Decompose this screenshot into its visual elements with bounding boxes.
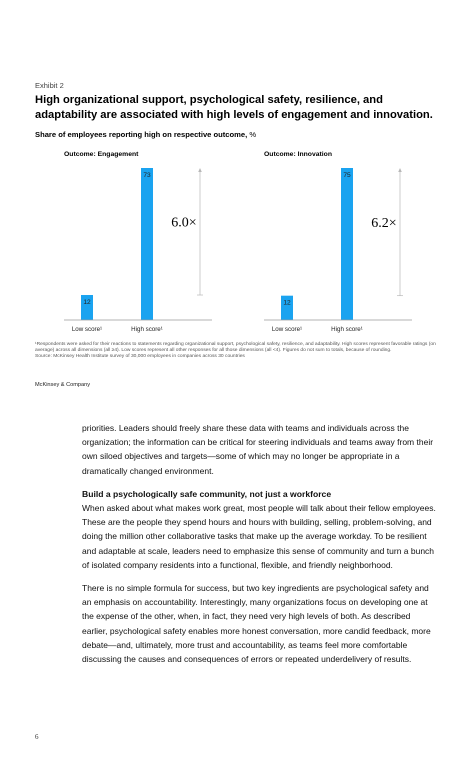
charts-area: Outcome: Engagement 12 Low score¹ 73 High sc… (64, 151, 412, 333)
footnote-note: ¹Respondents were asked for their reacti… (35, 342, 436, 353)
bar-innovation-high (341, 168, 353, 320)
chart-subtitle: Share of employees reporting high on res… (35, 130, 256, 139)
bar-value-innovation-high: 75 (343, 172, 351, 179)
chart-title-innovation: Outcome: Innovation (264, 151, 332, 158)
bar-innovation-low (281, 295, 293, 320)
footnote-source: Source: McKinsey Health Institute survey… (35, 353, 245, 359)
bar-value-engagement-high: 73 (143, 172, 151, 179)
bar-value-engagement-low: 12 (83, 299, 91, 306)
paragraph-1: priorities. Leaders should freely share … (82, 423, 434, 476)
tick-label-engagement-high: High score¹ (131, 326, 163, 333)
article-body: priorities. Leaders should freely share … (82, 421, 438, 666)
bracket-arrow-innovation (398, 168, 402, 172)
chart-title-engagement: Outcome: Engagement (64, 151, 139, 158)
page-number: 6 (35, 733, 39, 741)
brand-label: McKinsey & Company (35, 382, 91, 388)
tick-label-innovation-high: High score¹ (331, 326, 363, 333)
exhibit-title: High organizational support, psychologic… (35, 94, 433, 121)
bar-engagement-low (81, 295, 93, 320)
multiplier-label-innovation: 6.2× (371, 216, 396, 231)
multiplier-label-engagement: 6.0× (171, 216, 196, 231)
paragraph-2: When asked about what makes work great, … (82, 503, 436, 570)
subtitle-text: Share of employees reporting high on res… (35, 130, 248, 139)
bar-value-innovation-low: 12 (283, 300, 291, 307)
bar-engagement-high (141, 168, 153, 320)
tick-label-engagement-low: Low score¹ (72, 326, 102, 333)
footnotes: ¹Respondents were asked for their reacti… (35, 342, 440, 360)
exhibit-label: Exhibit 2 (35, 81, 64, 90)
tick-label-innovation-low: Low score¹ (272, 326, 302, 333)
bracket-arrow-engagement (198, 168, 202, 172)
section-heading: Build a psychologically safe community, … (82, 488, 332, 499)
paragraph-3: There is no simple formula for success, … (82, 583, 431, 665)
subtitle-unit: % (249, 130, 257, 139)
